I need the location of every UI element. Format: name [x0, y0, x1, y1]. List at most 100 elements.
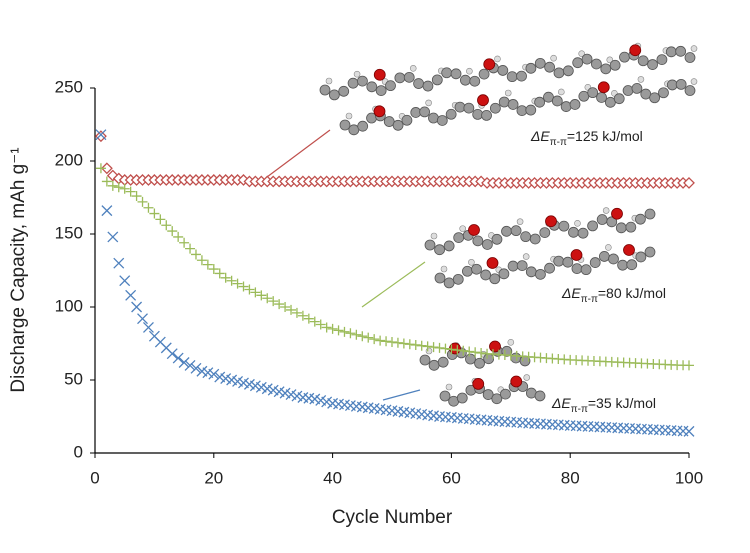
atom [441, 67, 453, 79]
data-point [238, 281, 249, 292]
data-point [470, 347, 481, 358]
atom [456, 392, 468, 404]
atom [445, 383, 453, 391]
atom [529, 233, 541, 245]
atom [472, 235, 484, 247]
atom [419, 106, 431, 118]
data-point [202, 259, 213, 270]
data-point [179, 237, 190, 248]
annotation-subscript: π-π [581, 294, 598, 305]
data-point [125, 289, 137, 301]
oxygen-atom [483, 58, 496, 71]
data-point [321, 322, 332, 333]
data-point [232, 278, 243, 289]
atom [516, 218, 524, 225]
atom [434, 244, 445, 256]
atom [568, 226, 579, 238]
atom [481, 109, 492, 121]
atom [480, 269, 492, 281]
atom [501, 225, 512, 237]
atom [647, 59, 658, 70]
atom [510, 225, 522, 237]
data-point [446, 344, 457, 355]
oxygen-atom [472, 377, 485, 390]
atom [649, 92, 661, 104]
atom [461, 265, 473, 277]
data-point [428, 342, 439, 353]
atom [394, 72, 406, 84]
data-point [190, 249, 201, 260]
atom [428, 359, 440, 371]
atom [454, 101, 466, 113]
data-point [214, 268, 225, 279]
atom [523, 374, 531, 381]
atom [560, 101, 572, 112]
atom [608, 253, 619, 265]
data-point [196, 255, 207, 266]
atom [656, 54, 668, 66]
atom [598, 251, 610, 262]
atom [430, 232, 438, 240]
atom [626, 259, 638, 271]
data-point [392, 337, 403, 348]
atom [425, 99, 432, 107]
atom [436, 115, 448, 126]
annotation: ΔEπ-π=80 kJ/mol [561, 285, 666, 305]
atom [675, 45, 687, 57]
data-point [149, 208, 160, 219]
data-point [143, 202, 154, 213]
data-point [101, 176, 112, 187]
atom [605, 244, 612, 251]
atom [504, 89, 512, 97]
atom [489, 102, 501, 114]
atom [516, 260, 528, 272]
atom [328, 89, 340, 101]
atom [606, 216, 618, 228]
atom [424, 239, 436, 251]
data-point [339, 326, 350, 337]
x-tick-label: 100 [675, 468, 703, 487]
atom [345, 112, 353, 120]
atom [551, 95, 563, 107]
atom [539, 227, 551, 239]
atom [544, 262, 555, 274]
atom [553, 67, 565, 79]
atom [525, 62, 537, 74]
atom [443, 277, 455, 289]
data-point [327, 323, 338, 334]
atom [622, 85, 634, 96]
data-point [422, 341, 433, 352]
data-point [167, 226, 178, 237]
data-point [107, 180, 118, 191]
atom [550, 54, 557, 62]
x-tick-label: 20 [204, 468, 223, 487]
annotation-text: =80 kJ/mol [598, 285, 666, 301]
atom [617, 259, 629, 271]
data-point [137, 313, 148, 325]
atom [609, 59, 621, 71]
data-point [143, 321, 154, 333]
atom [338, 85, 350, 97]
data-point [684, 360, 694, 371]
atom [498, 96, 510, 108]
atom [553, 255, 565, 267]
data-point [297, 310, 308, 321]
atom [572, 57, 584, 69]
atom [581, 53, 593, 65]
oxygen-atom [486, 257, 499, 269]
data-point [440, 343, 451, 354]
oxygen-atom [489, 340, 501, 353]
atom [558, 220, 570, 232]
atom [569, 99, 581, 110]
data-point [464, 346, 475, 357]
data-point [452, 345, 463, 356]
atom [459, 74, 471, 86]
data-point [125, 186, 136, 197]
atom [469, 75, 481, 87]
atom [571, 263, 583, 274]
atom [635, 213, 646, 225]
atom [600, 63, 612, 75]
atom [440, 265, 448, 273]
data-point [286, 304, 297, 315]
atom [497, 65, 509, 76]
